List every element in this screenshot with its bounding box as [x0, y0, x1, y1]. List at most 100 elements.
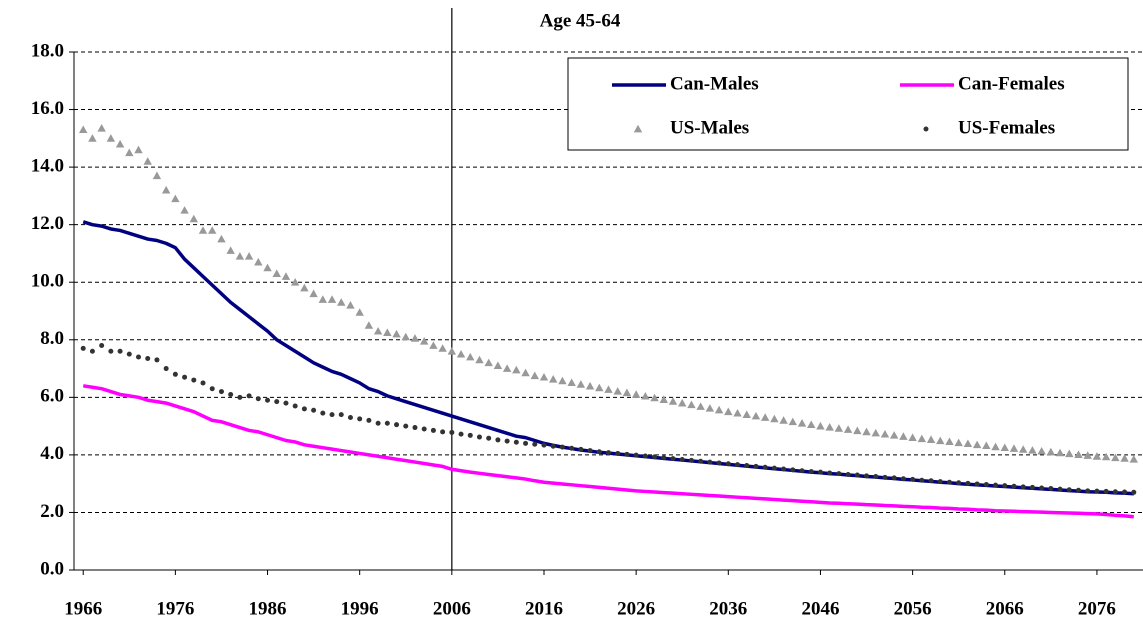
- dot-marker: [688, 457, 694, 463]
- dot-marker: [854, 472, 860, 478]
- triangle-marker: [106, 134, 116, 142]
- dot-marker: [882, 474, 888, 480]
- dot-marker: [394, 422, 400, 428]
- x-tick-label: 1996: [341, 598, 379, 619]
- triangle-marker: [208, 226, 217, 234]
- legend-label: US-Males: [670, 117, 749, 138]
- triangle-marker: [659, 395, 668, 403]
- triangle-marker: [171, 194, 180, 203]
- dot-marker: [384, 420, 390, 426]
- triangle-marker: [466, 352, 475, 361]
- dot-marker: [237, 394, 243, 400]
- dot-marker: [172, 371, 178, 377]
- dot-marker: [1103, 488, 1109, 494]
- dot-marker: [642, 453, 648, 459]
- dot-marker: [440, 429, 446, 435]
- dot-marker: [311, 407, 317, 413]
- triangle-marker: [853, 426, 862, 435]
- dot-marker: [845, 471, 851, 477]
- triangle-marker: [189, 214, 199, 223]
- x-tick-label: 2046: [801, 598, 839, 619]
- triangle-marker: [908, 433, 917, 441]
- triangle-marker: [290, 278, 300, 286]
- dot-marker: [1122, 489, 1128, 495]
- triangle-marker: [346, 301, 355, 309]
- dot-marker: [652, 454, 658, 460]
- dot-marker: [633, 452, 639, 458]
- triangle-marker: [687, 400, 696, 409]
- legend-label: Can-Males: [670, 73, 759, 94]
- triangle-marker: [604, 385, 613, 393]
- y-tick-label: 2.0: [40, 501, 64, 522]
- triangle-marker: [1111, 453, 1120, 462]
- dot-marker: [1011, 483, 1017, 489]
- dot-marker: [725, 461, 731, 467]
- dot-marker: [559, 444, 565, 450]
- dot-marker: [1002, 483, 1008, 489]
- dot-marker: [624, 451, 630, 457]
- dot-marker: [827, 470, 833, 476]
- dot-marker: [347, 414, 353, 420]
- dot-marker: [255, 396, 261, 402]
- triangle-marker: [1009, 444, 1019, 452]
- triangle-marker: [143, 157, 152, 165]
- triangle-marker: [300, 283, 309, 292]
- triangle-marker: [419, 337, 429, 345]
- dot-marker: [145, 355, 151, 361]
- triangle-marker: [456, 349, 466, 358]
- triangle-marker: [438, 344, 447, 352]
- triangle-marker: [1129, 455, 1138, 463]
- triangle-marker: [475, 355, 484, 364]
- triangle-marker: [410, 334, 420, 342]
- triangle-marker: [595, 383, 604, 392]
- triangle-marker: [991, 442, 1000, 451]
- triangle-marker: [742, 410, 751, 418]
- triangle-marker: [899, 432, 908, 440]
- dot-marker: [1048, 486, 1054, 492]
- triangle-marker: [447, 347, 457, 355]
- legend-swatch: [923, 126, 929, 132]
- dot-marker: [1131, 489, 1137, 495]
- dot-marker: [154, 357, 160, 363]
- dot-marker: [1075, 487, 1081, 493]
- dot-marker: [532, 441, 538, 447]
- triangle-marker: [401, 332, 410, 341]
- dot-marker: [569, 445, 575, 451]
- dot-marker: [513, 439, 519, 445]
- y-tick-label: 4.0: [40, 443, 64, 464]
- x-tick-label: 2006: [433, 598, 471, 619]
- dot-marker: [412, 425, 418, 431]
- dot-marker: [679, 456, 685, 462]
- triangle-marker: [871, 428, 880, 437]
- triangle-marker: [936, 436, 945, 445]
- x-tick-label: 2076: [1078, 598, 1116, 619]
- triangle-marker: [613, 387, 622, 395]
- chart-title: Age 45-64: [540, 10, 621, 31]
- triangle-marker: [530, 371, 539, 380]
- triangle-marker: [751, 411, 761, 420]
- dot-marker: [965, 480, 971, 486]
- dot-marker: [937, 479, 943, 485]
- triangle-marker: [364, 321, 374, 329]
- dot-marker: [1085, 488, 1091, 494]
- triangle-marker: [373, 326, 383, 335]
- dot-marker: [467, 432, 473, 438]
- dot-marker: [983, 482, 989, 488]
- dot-marker: [338, 412, 344, 418]
- triangle-marker: [880, 429, 890, 438]
- triangle-marker: [705, 404, 715, 412]
- dot-marker: [366, 417, 372, 423]
- triangle-marker: [622, 388, 632, 397]
- dot-marker: [1029, 484, 1035, 490]
- triangle-marker: [889, 431, 899, 439]
- dot-marker: [900, 476, 906, 482]
- dot-marker: [504, 438, 510, 444]
- dot-marker: [449, 429, 455, 435]
- dot-marker: [191, 377, 197, 383]
- triangle-marker: [484, 358, 493, 367]
- dot-marker: [136, 354, 142, 360]
- dot-marker: [1020, 484, 1026, 490]
- triangle-marker: [1092, 452, 1102, 460]
- triangle-marker: [152, 171, 162, 180]
- dot-marker: [274, 399, 280, 405]
